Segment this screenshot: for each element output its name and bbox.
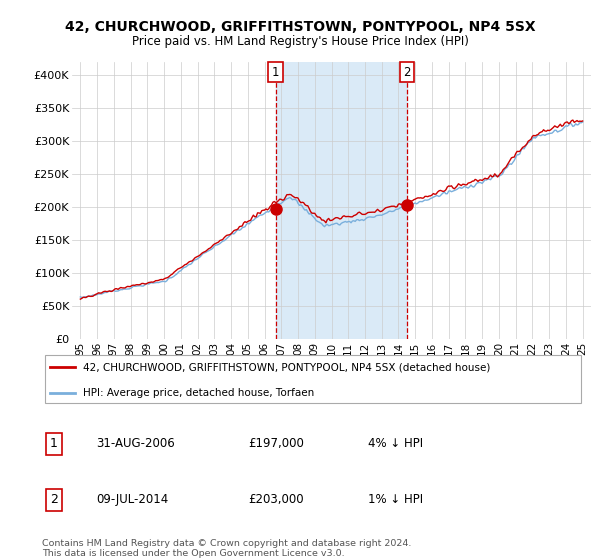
Text: HPI: Average price, detached house, Torfaen: HPI: Average price, detached house, Torf… — [83, 388, 314, 398]
Text: 31-AUG-2006: 31-AUG-2006 — [97, 437, 175, 450]
Text: 1% ↓ HPI: 1% ↓ HPI — [368, 493, 423, 506]
Text: Price paid vs. HM Land Registry's House Price Index (HPI): Price paid vs. HM Land Registry's House … — [131, 35, 469, 48]
Text: 42, CHURCHWOOD, GRIFFITHSTOWN, PONTYPOOL, NP4 5SX (detached house): 42, CHURCHWOOD, GRIFFITHSTOWN, PONTYPOOL… — [83, 362, 490, 372]
Bar — [276, 62, 407, 339]
Text: £203,000: £203,000 — [248, 493, 304, 506]
Text: 1: 1 — [272, 66, 280, 79]
Text: Contains HM Land Registry data © Crown copyright and database right 2024.
This d: Contains HM Land Registry data © Crown c… — [42, 539, 412, 558]
FancyBboxPatch shape — [45, 356, 581, 403]
Text: 42, CHURCHWOOD, GRIFFITHSTOWN, PONTYPOOL, NP4 5SX: 42, CHURCHWOOD, GRIFFITHSTOWN, PONTYPOOL… — [65, 20, 535, 34]
Text: 09-JUL-2014: 09-JUL-2014 — [97, 493, 169, 506]
Text: 2: 2 — [403, 66, 411, 79]
Text: 2: 2 — [50, 493, 58, 506]
Text: 4% ↓ HPI: 4% ↓ HPI — [368, 437, 423, 450]
Text: £197,000: £197,000 — [248, 437, 304, 450]
Text: 1: 1 — [50, 437, 58, 450]
